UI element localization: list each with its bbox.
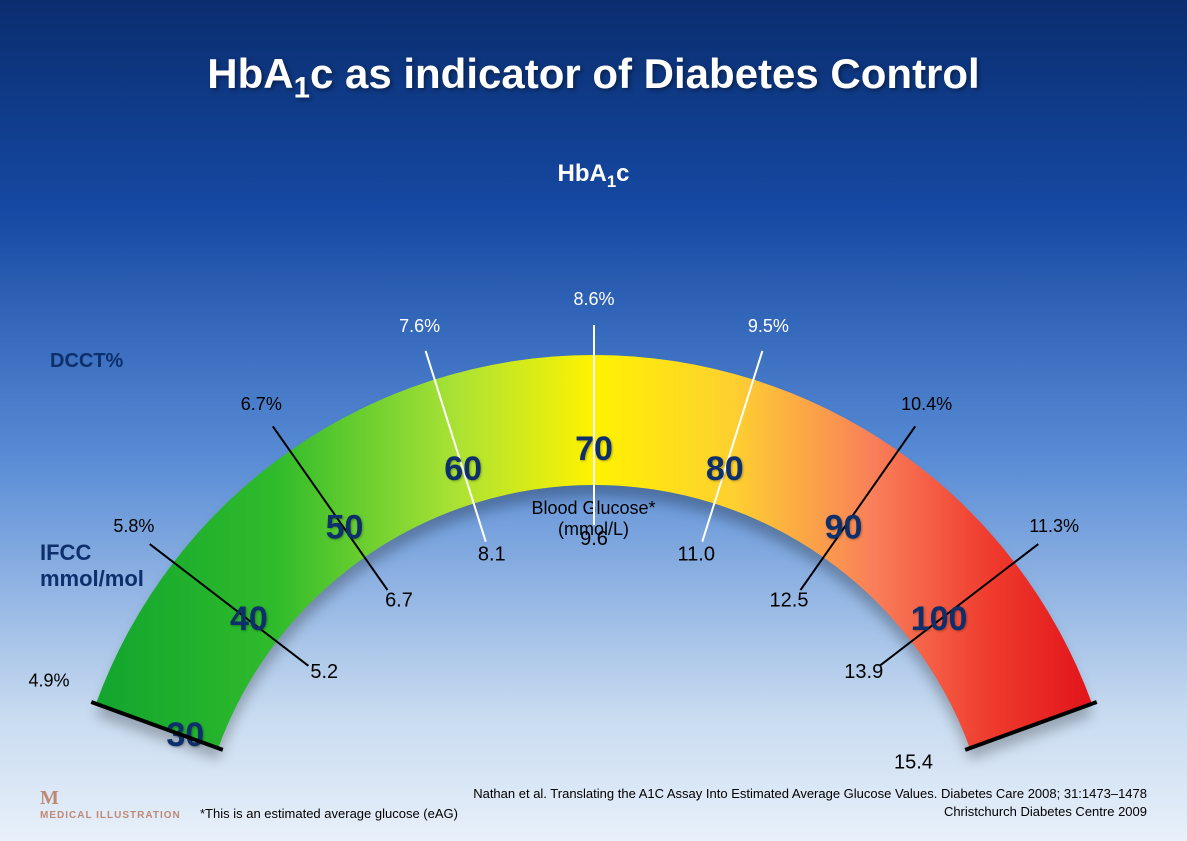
dcct-value: 10.4% <box>901 394 952 414</box>
dcct-value: 7.6% <box>399 316 440 336</box>
gauge-chart: 4.9%305.8%405.26.7%506.77.6%608.18.6%709… <box>44 185 1144 685</box>
ifcc-value: 100 <box>910 600 967 638</box>
glucose-value: 6.7 <box>385 589 413 611</box>
dcct-value: 11.3% <box>1029 516 1079 536</box>
glucose-value: 8.1 <box>477 544 505 566</box>
footnote: *This is an estimated average glucose (e… <box>200 806 458 821</box>
dcct-value: 4.9% <box>28 671 69 691</box>
dcct-value: 8.6% <box>573 289 614 309</box>
glucose-value: 13.9 <box>844 661 883 683</box>
citation: Nathan et al. Translating the A1C Assay … <box>473 785 1147 821</box>
glucose-value: 5.2 <box>310 661 338 683</box>
ifcc-value: 70 <box>575 430 613 468</box>
glucose-value: 9.6 <box>580 528 608 550</box>
glucose-value: 12.5 <box>769 589 808 611</box>
dcct-value: 6.7% <box>240 394 281 414</box>
ifcc-value: 90 <box>824 509 862 547</box>
page-title: HbA1c as indicator of Diabetes Control <box>0 50 1187 105</box>
glucose-value: 11.0 <box>677 544 714 566</box>
ifcc-value: 40 <box>229 600 267 638</box>
ifcc-value: 60 <box>444 450 482 488</box>
glucose-value: 15.4 <box>894 752 933 774</box>
footer: *This is an estimated average glucose (e… <box>0 785 1187 821</box>
dcct-value: 5.8% <box>113 516 154 536</box>
ifcc-value: 50 <box>325 509 363 547</box>
dcct-value: 9.5% <box>747 316 788 336</box>
ifcc-value: 80 <box>705 450 743 488</box>
